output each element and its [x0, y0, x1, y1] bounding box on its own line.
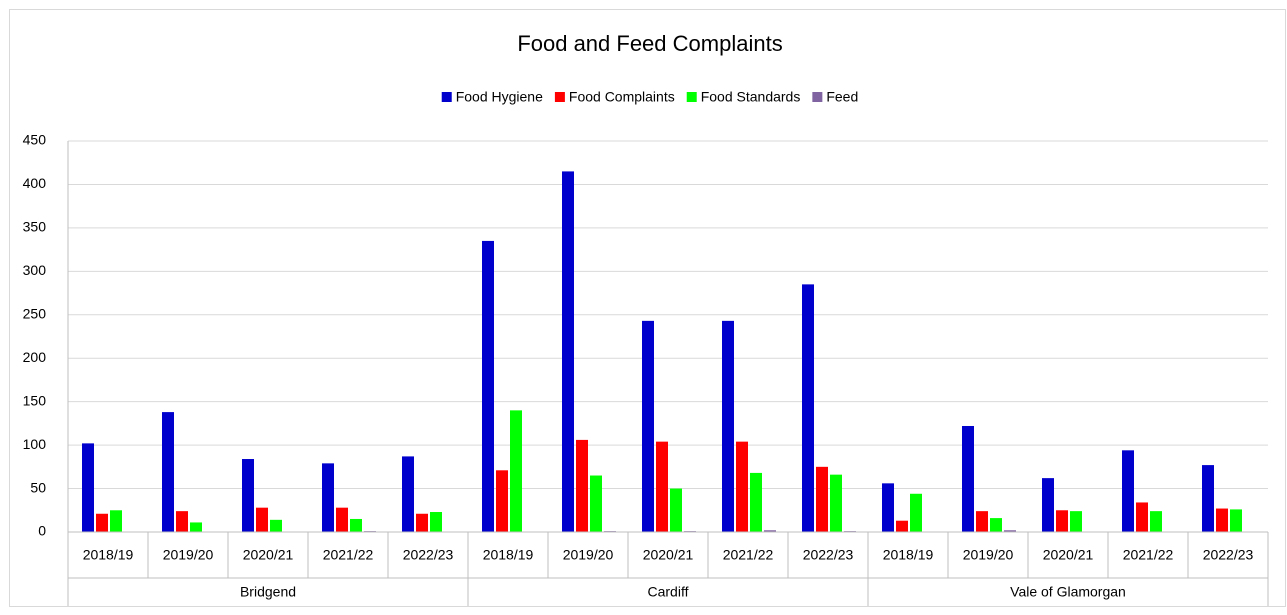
- x-tick-label: 2021/22: [723, 547, 774, 563]
- bar: [896, 520, 908, 532]
- x-tick-label: 2019/20: [563, 547, 614, 563]
- x-tick-label: 2019/20: [963, 547, 1014, 563]
- legend-swatch: [686, 92, 697, 102]
- y-tick-label: 50: [30, 479, 46, 495]
- bar: [496, 470, 508, 532]
- y-tick-label: 200: [23, 349, 47, 365]
- bar: [882, 483, 894, 532]
- bar: [430, 512, 442, 532]
- legend-swatch: [441, 92, 452, 102]
- bar: [656, 441, 668, 532]
- x-tick-label: 2020/21: [243, 547, 294, 563]
- chart-title: Food and Feed Complaints: [517, 31, 782, 56]
- bar: [162, 412, 174, 532]
- bar: [96, 513, 108, 532]
- x-tick-label: 2018/19: [483, 547, 534, 563]
- bar: [510, 410, 522, 532]
- bar: [910, 493, 922, 532]
- bar: [562, 171, 574, 532]
- bar: [110, 510, 122, 532]
- x-tick-label: 2018/19: [883, 547, 934, 563]
- x-tick-label: 2022/23: [403, 547, 454, 563]
- bar: [802, 284, 814, 532]
- bar: [322, 463, 334, 532]
- x-tick-label: 2021/22: [1123, 547, 1174, 563]
- group-label: Vale of Glamorgan: [1010, 584, 1126, 600]
- y-tick-label: 150: [23, 392, 47, 408]
- bar: [270, 519, 282, 532]
- bar: [1150, 511, 1162, 532]
- group-label: Cardiff: [648, 584, 689, 600]
- bar: [736, 441, 748, 532]
- bar: [402, 456, 414, 532]
- bar: [336, 507, 348, 532]
- bar: [482, 240, 494, 532]
- bar: [1216, 508, 1228, 532]
- bar: [242, 459, 254, 532]
- bar: [962, 425, 974, 532]
- bar: [176, 511, 188, 532]
- bar: [1042, 478, 1054, 532]
- bar: [990, 518, 1002, 532]
- bar: [642, 320, 654, 532]
- bar: [1122, 450, 1134, 532]
- y-tick-label: 250: [23, 305, 47, 321]
- legend-label: Food Standards: [701, 89, 801, 105]
- bar: [764, 530, 776, 532]
- bar: [1230, 509, 1242, 532]
- y-tick-label: 100: [23, 436, 47, 452]
- legend-swatch: [554, 92, 565, 102]
- bar: [190, 522, 202, 532]
- bar: [722, 320, 734, 532]
- y-tick-label: 350: [23, 219, 47, 235]
- x-tick-label: 2021/22: [323, 547, 374, 563]
- x-tick-label: 2018/19: [83, 547, 134, 563]
- y-tick-label: 400: [23, 175, 47, 191]
- bar: [1136, 502, 1148, 532]
- group-label: Bridgend: [240, 584, 296, 600]
- bar: [256, 507, 268, 532]
- bar: [670, 488, 682, 532]
- bar: [416, 513, 428, 532]
- bar: [750, 472, 762, 532]
- bar: [1004, 530, 1016, 532]
- x-tick-label: 2022/23: [803, 547, 854, 563]
- bar: [576, 439, 588, 532]
- bar: [1070, 511, 1082, 532]
- y-tick-label: 0: [38, 523, 46, 539]
- x-tick-label: 2019/20: [163, 547, 214, 563]
- legend-label: Food Hygiene: [456, 89, 543, 105]
- bar: [350, 518, 362, 532]
- x-tick-label: 2020/21: [1043, 547, 1094, 563]
- legend-swatch: [812, 92, 823, 102]
- bar: [976, 511, 988, 532]
- x-tick-label: 2020/21: [643, 547, 694, 563]
- y-tick-label: 300: [23, 262, 47, 278]
- bar: [1056, 510, 1068, 532]
- y-tick-label: 450: [23, 132, 47, 148]
- legend-label: Feed: [826, 89, 858, 105]
- bar: [82, 443, 94, 532]
- legend-label: Food Complaints: [569, 89, 675, 105]
- bar: [590, 475, 602, 532]
- bar: [1202, 465, 1214, 532]
- bar: [816, 466, 828, 532]
- x-tick-label: 2022/23: [1203, 547, 1254, 563]
- bar: [830, 474, 842, 532]
